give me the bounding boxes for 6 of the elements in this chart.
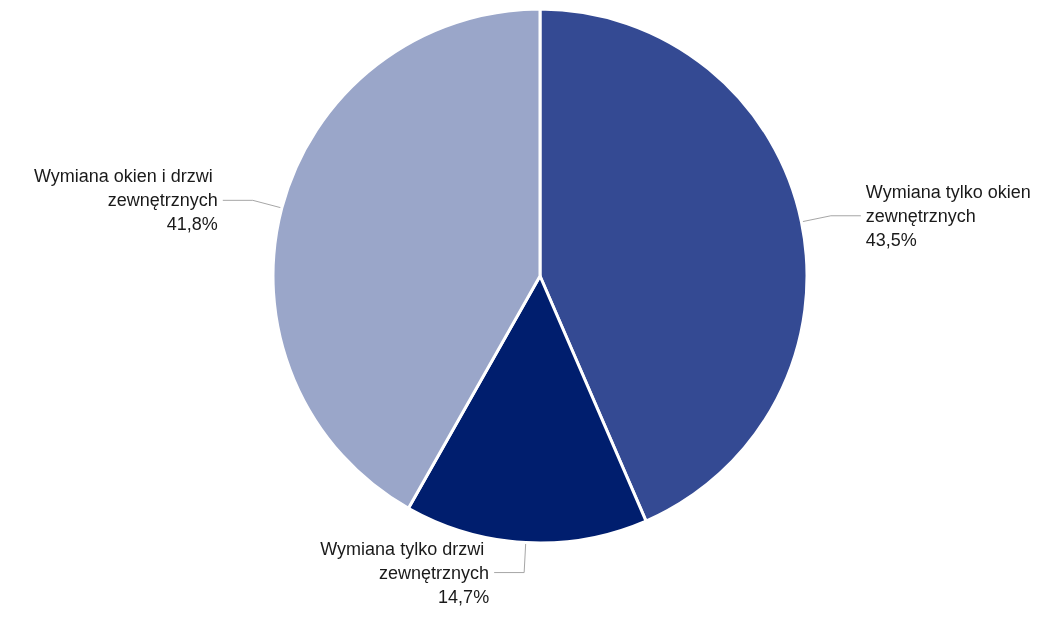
data-label: 41,8%: [166, 214, 218, 235]
data-label: 43,5%: [865, 229, 917, 250]
slice-label: Wymiana okien i drzwi zewnętrznych: [33, 166, 218, 211]
data-label: 14,7%: [438, 586, 490, 607]
slice-label: Wymiana tylko drzwi zewnętrznych: [320, 538, 490, 583]
slice-label: Wymiana tylko okien zewnętrznych: [865, 181, 1036, 226]
